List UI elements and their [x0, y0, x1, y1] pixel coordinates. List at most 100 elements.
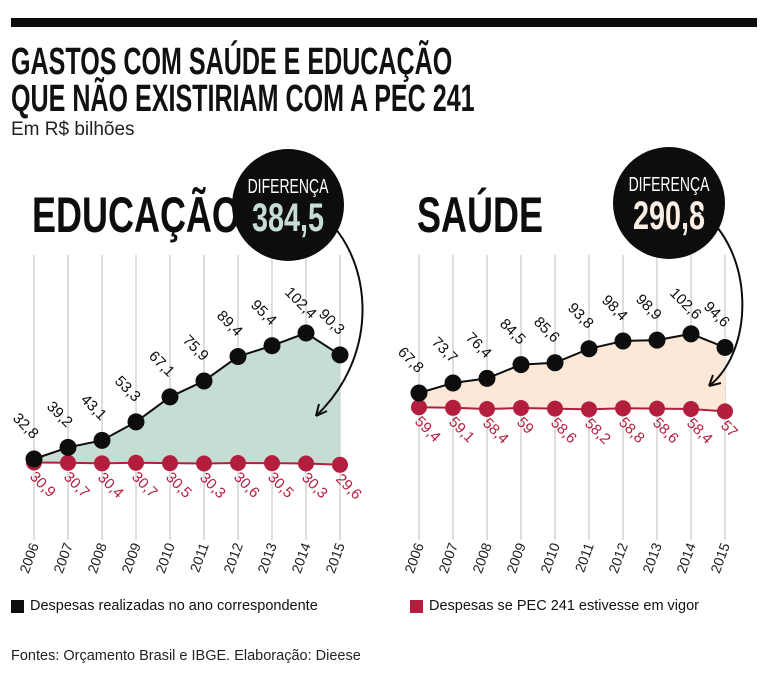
point-realizadas	[648, 331, 666, 349]
x-tick-label: 2009	[503, 540, 529, 575]
difference-area	[34, 333, 340, 465]
point-realizadas	[25, 450, 43, 468]
point-realizadas	[263, 337, 281, 355]
x-tick-label: 2008	[84, 540, 110, 575]
difference-label: DIFERENÇA	[629, 172, 710, 195]
x-tick-label: 2008	[469, 540, 495, 575]
point-pec	[60, 454, 76, 471]
point-realizadas	[682, 325, 700, 343]
data-label-pec: 29,6	[332, 471, 365, 504]
point-pec	[445, 399, 461, 416]
data-label-realizadas: 39,2	[43, 398, 76, 431]
data-label-pec: 30,3	[298, 469, 331, 502]
arrowhead-icon	[315, 403, 328, 417]
data-label-realizadas: 76,4	[462, 329, 495, 362]
point-pec	[230, 454, 246, 471]
x-tick-label: 2006	[401, 540, 427, 575]
data-label-realizadas: 67,8	[394, 344, 427, 377]
arrow-icon	[315, 211, 364, 417]
data-label-realizadas: 102,6	[666, 285, 705, 324]
point-realizadas	[410, 384, 428, 402]
arrowhead-icon	[708, 374, 722, 387]
data-label-realizadas: 95,4	[247, 297, 280, 330]
source-footer: Fontes: Orçamento Brasil e IBGE. Elabora…	[11, 648, 361, 664]
data-label-realizadas: 53,3	[111, 373, 144, 406]
data-label-pec: 30,4	[94, 469, 127, 502]
difference-value: 384,5	[252, 195, 324, 240]
point-pec	[264, 455, 280, 472]
series-line-realizadas	[418, 332, 726, 394]
data-label-pec: 59,1	[445, 414, 478, 447]
point-realizadas	[478, 369, 496, 387]
point-pec	[683, 400, 699, 417]
data-label-realizadas: 85,6	[530, 314, 563, 347]
x-tick-label: 2010	[152, 540, 178, 575]
x-tick-label: 2012	[605, 540, 631, 575]
point-pec	[513, 399, 529, 416]
title-line-1: GASTOS COM SAÚDE E EDUCAÇÃO	[11, 41, 453, 83]
point-realizadas	[444, 374, 462, 392]
data-label-realizadas: 84,5	[496, 315, 529, 348]
data-label-pec: 30,5	[264, 469, 297, 502]
data-label-realizadas: 32,8	[9, 410, 42, 443]
legend-swatch-black	[11, 599, 24, 613]
subtitle: Em R$ bilhões	[11, 119, 135, 140]
legend-label-realizadas: Despesas realizadas no ano correspondent…	[30, 598, 318, 614]
difference-badge	[613, 147, 725, 259]
point-realizadas	[297, 324, 315, 342]
point-pec	[411, 399, 427, 416]
data-label-pec: 58,4	[479, 415, 512, 448]
x-tick-label: 2007	[50, 540, 76, 575]
data-label-pec: 30,9	[26, 468, 59, 501]
difference-label: DIFERENÇA	[248, 174, 329, 197]
difference-value: 290,8	[633, 193, 705, 238]
point-realizadas	[331, 346, 349, 364]
data-label-pec: 30,7	[60, 469, 93, 502]
point-pec	[649, 400, 665, 417]
data-label-realizadas: 89,4	[213, 307, 246, 340]
data-label-pec: 30,3	[196, 469, 229, 502]
x-tick-label: 2014	[288, 540, 314, 575]
chart-title: SAÚDE	[417, 186, 543, 243]
data-label-realizadas: 90,3	[315, 306, 348, 339]
x-tick-label: 2014	[673, 540, 699, 575]
point-realizadas	[93, 431, 111, 449]
data-label-pec: 59	[513, 414, 537, 438]
point-realizadas	[512, 356, 530, 374]
data-label-pec: 57	[717, 417, 741, 441]
point-realizadas	[161, 388, 179, 406]
difference-badge	[232, 149, 344, 261]
point-realizadas	[716, 338, 734, 356]
legend-item-realizadas: Despesas realizadas no ano correspondent…	[11, 598, 318, 614]
x-tick-label: 2013	[639, 540, 665, 575]
x-tick-label: 2011	[571, 540, 596, 574]
point-realizadas	[127, 413, 145, 431]
chart-title: EDUCAÇÃO	[32, 186, 240, 243]
x-tick-label: 2006	[16, 540, 42, 575]
title-line-2: QUE NÃO EXISTIRIAM COM A PEC 241	[11, 78, 475, 120]
data-label-pec: 58,6	[649, 414, 682, 447]
series-line-pec	[33, 461, 341, 466]
point-pec	[196, 455, 212, 472]
arrow-icon	[698, 209, 744, 387]
series-line-realizadas	[33, 331, 341, 460]
data-label-realizadas: 98,9	[632, 291, 665, 324]
data-label-realizadas: 102,4	[281, 284, 320, 323]
point-pec	[717, 403, 733, 420]
x-tick-label: 2015	[707, 540, 733, 575]
point-realizadas	[59, 438, 77, 456]
data-label-realizadas: 98,4	[598, 292, 631, 325]
point-realizadas	[229, 348, 247, 366]
point-pec	[162, 455, 178, 472]
point-realizadas	[580, 340, 598, 358]
point-realizadas	[546, 354, 564, 372]
x-tick-label: 2007	[435, 540, 461, 575]
point-pec	[298, 455, 314, 472]
data-label-pec: 30,5	[162, 469, 195, 502]
data-label-pec: 58,4	[683, 415, 716, 448]
point-pec	[332, 456, 348, 473]
data-label-pec: 58,8	[615, 414, 648, 447]
